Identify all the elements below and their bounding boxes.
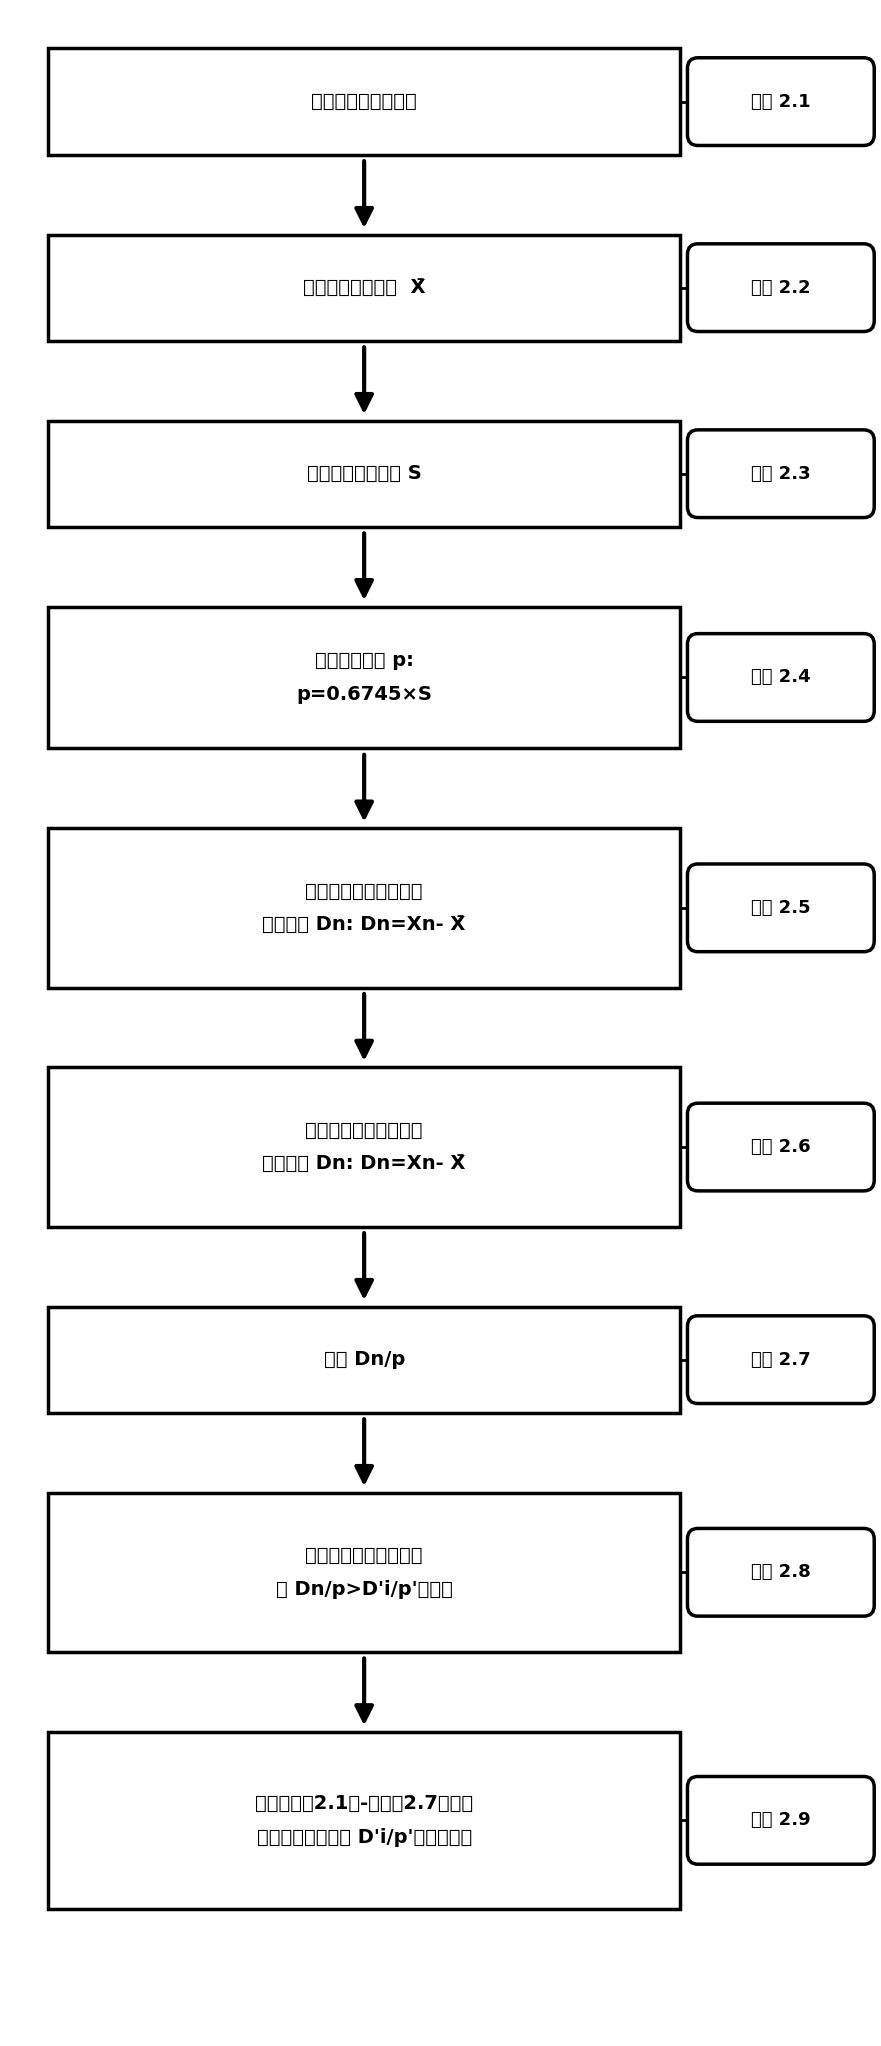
Text: 将数据由小到大排序: 将数据由小到大排序 (311, 92, 417, 110)
FancyBboxPatch shape (687, 634, 874, 722)
FancyBboxPatch shape (687, 430, 874, 518)
Text: 当 Dn/p>D'i/p'时舍去: 当 Dn/p>D'i/p'时舍去 (276, 1580, 453, 1598)
Text: 步骤 2.5: 步骤 2.5 (751, 898, 811, 917)
FancyBboxPatch shape (48, 829, 680, 988)
Text: 重复步骤（2.1）-步骤（2.7）直至: 重复步骤（2.1）-步骤（2.7）直至 (255, 1794, 473, 1813)
Text: 步骤 2.7: 步骤 2.7 (751, 1350, 811, 1369)
Text: 根据肖维纳系数表判定: 根据肖维纳系数表判定 (306, 1547, 423, 1565)
FancyBboxPatch shape (48, 49, 680, 155)
Text: 计算每个数据与平均值: 计算每个数据与平均值 (306, 1121, 423, 1140)
Text: 计算概率误差 p:: 计算概率误差 p: (315, 651, 413, 671)
Text: 步骤 2.1: 步骤 2.1 (751, 92, 811, 110)
FancyBboxPatch shape (687, 57, 874, 145)
Text: 计算 Dn/p: 计算 Dn/p (323, 1350, 404, 1369)
FancyBboxPatch shape (687, 1316, 874, 1404)
Text: p=0.6745×S: p=0.6745×S (296, 685, 432, 704)
FancyBboxPatch shape (687, 1528, 874, 1616)
FancyBboxPatch shape (48, 421, 680, 528)
Text: 步骤 2.2: 步骤 2.2 (751, 278, 811, 297)
FancyBboxPatch shape (48, 1068, 680, 1228)
FancyBboxPatch shape (48, 1307, 680, 1414)
FancyBboxPatch shape (48, 235, 680, 342)
Text: 步骤 2.8: 步骤 2.8 (751, 1563, 811, 1582)
Text: 步骤 2.4: 步骤 2.4 (751, 669, 811, 687)
Text: 之差记为 Dn: Dn=Xn- X̄: 之差记为 Dn: Dn=Xn- X̄ (263, 915, 466, 935)
FancyBboxPatch shape (48, 606, 680, 749)
Text: 数据中不存在大于 D'i/p'的数据为止: 数据中不存在大于 D'i/p'的数据为止 (256, 1827, 471, 1848)
Text: 计算每个数据与平均值: 计算每个数据与平均值 (306, 882, 423, 900)
FancyBboxPatch shape (48, 1492, 680, 1651)
Text: 步骤 2.3: 步骤 2.3 (751, 464, 811, 483)
FancyBboxPatch shape (687, 1103, 874, 1191)
Text: 步骤 2.9: 步骤 2.9 (751, 1811, 811, 1829)
FancyBboxPatch shape (687, 243, 874, 331)
Text: 计算数据的标准差 S: 计算数据的标准差 S (307, 464, 421, 483)
FancyBboxPatch shape (687, 863, 874, 951)
Text: 之差记为 Dn: Dn=Xn- X̄: 之差记为 Dn: Dn=Xn- X̄ (263, 1154, 466, 1172)
FancyBboxPatch shape (48, 1731, 680, 1909)
FancyBboxPatch shape (687, 1776, 874, 1864)
Text: 计算数据的平均值  X̄: 计算数据的平均值 X̄ (303, 278, 426, 297)
Text: 步骤 2.6: 步骤 2.6 (751, 1138, 811, 1156)
